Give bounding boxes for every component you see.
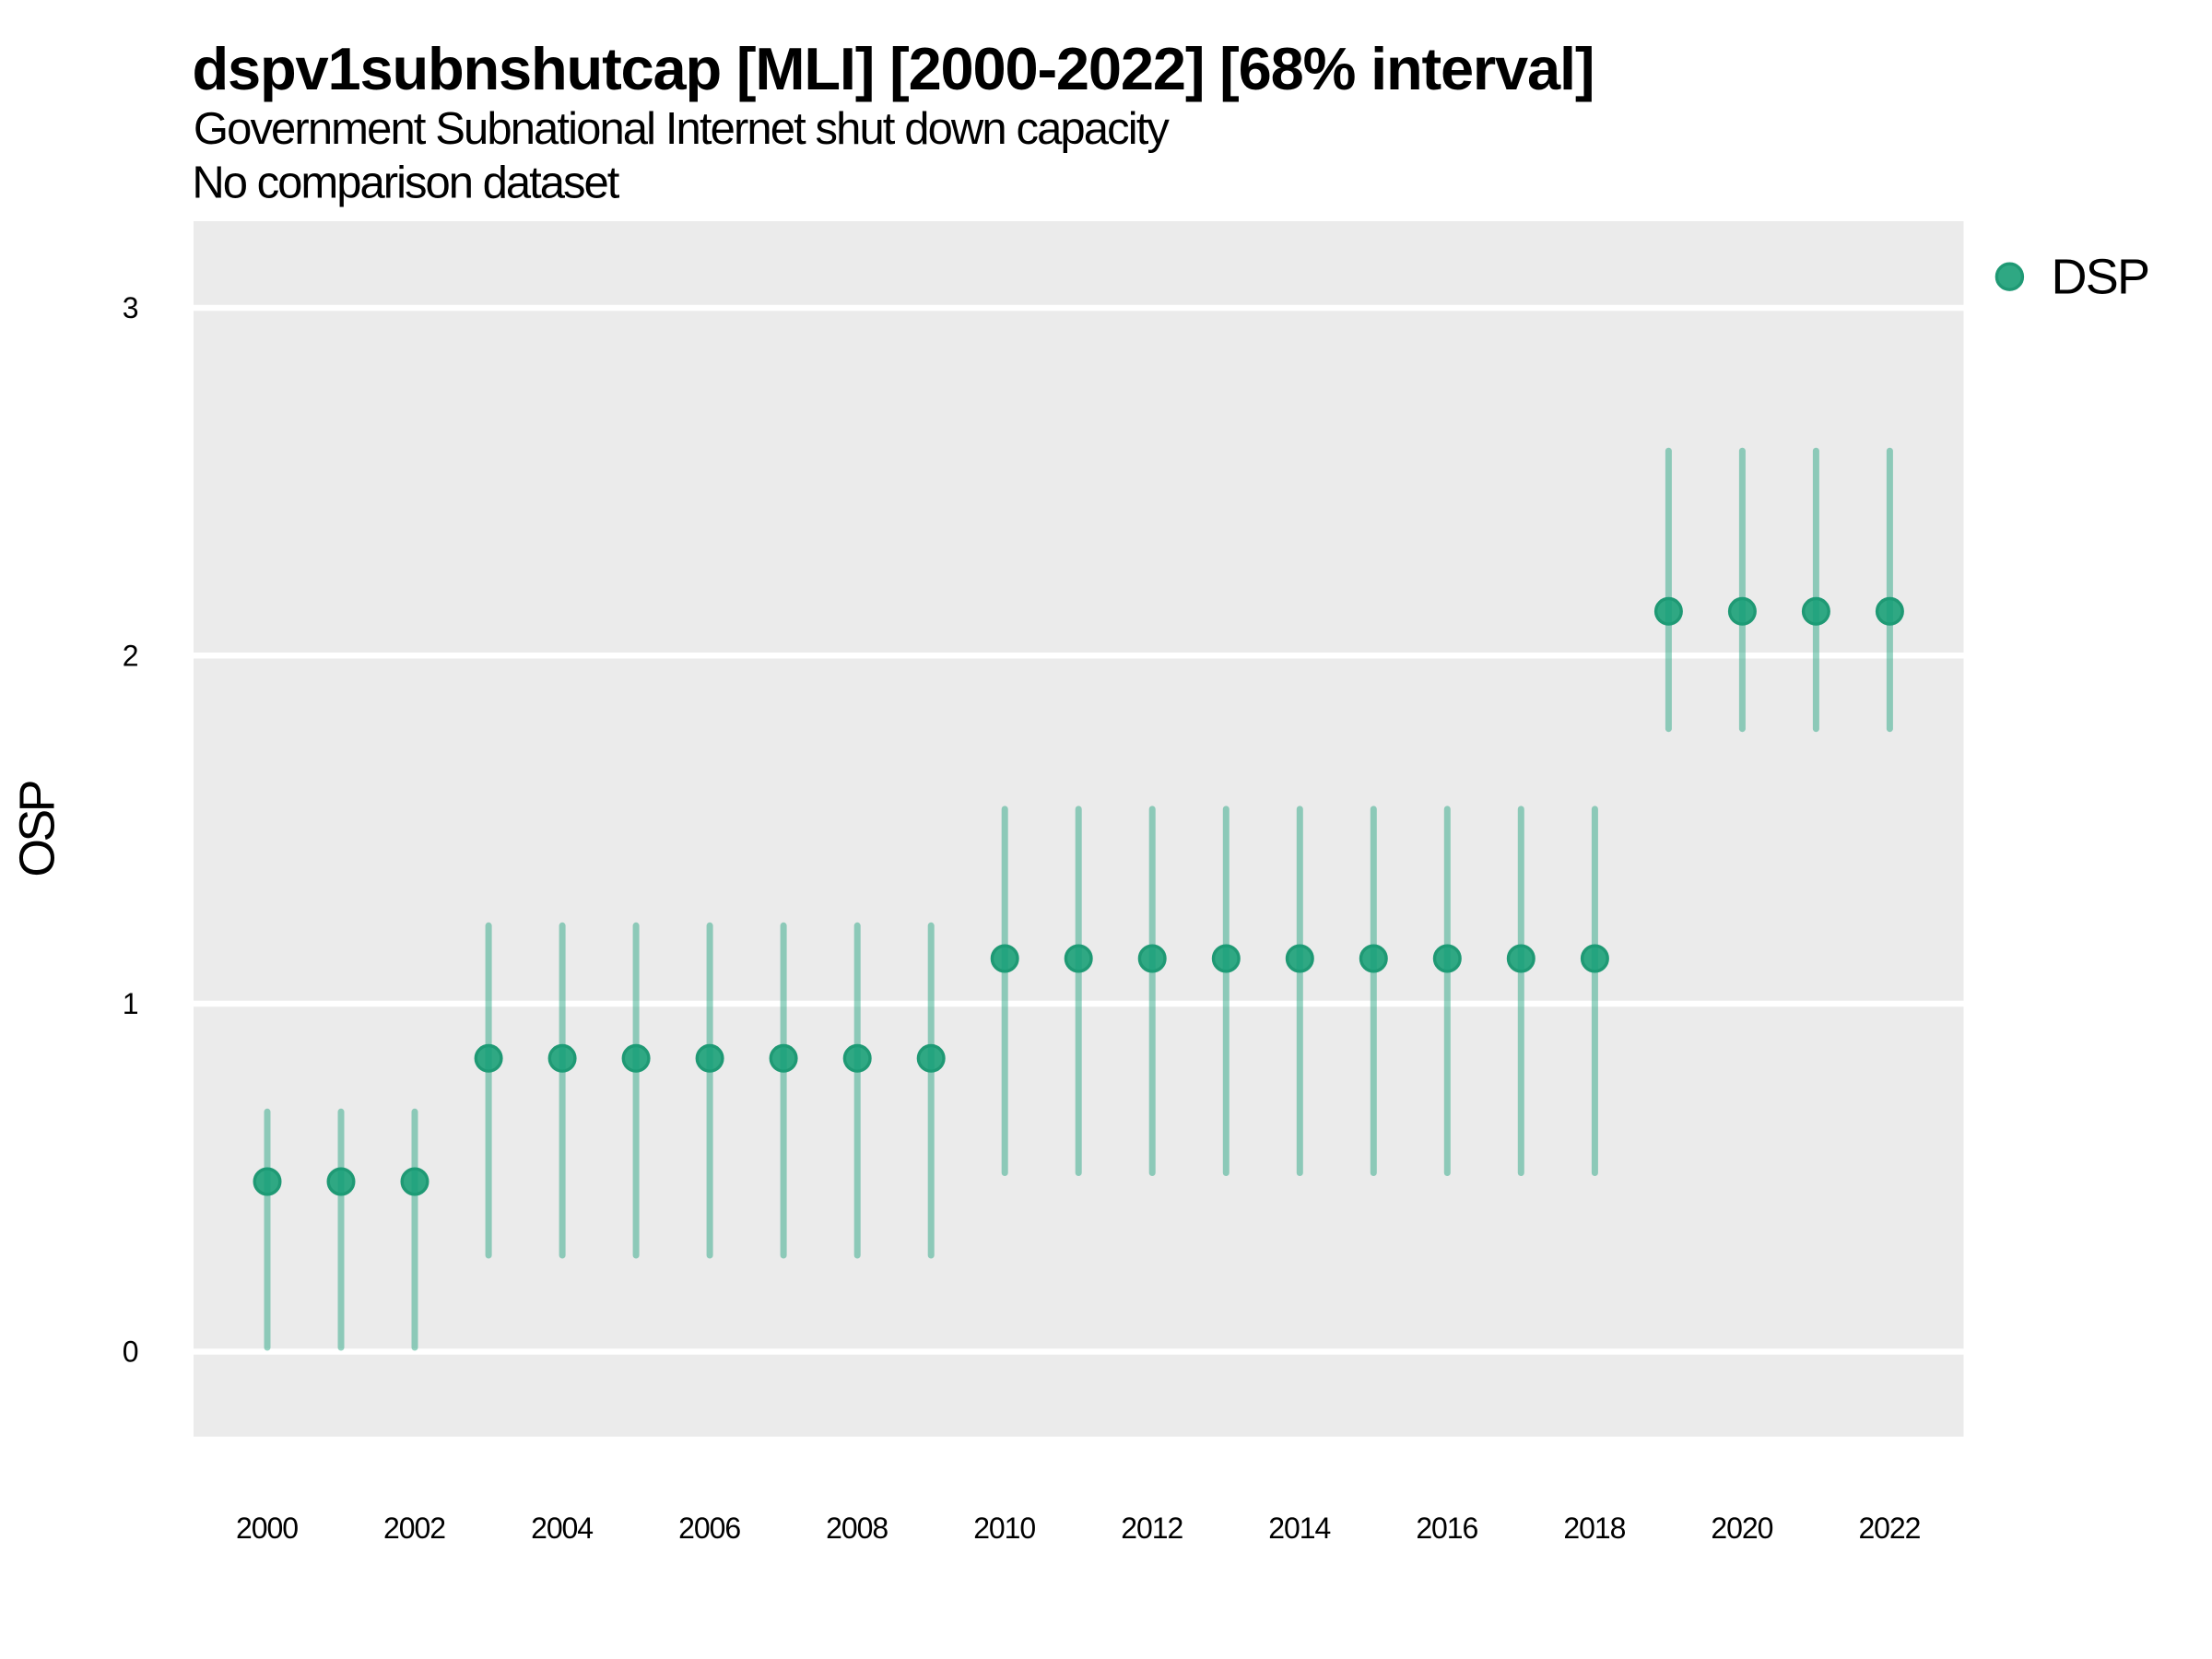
svg-text:2006: 2006 — [678, 1512, 741, 1545]
svg-text:2002: 2002 — [383, 1512, 446, 1545]
svg-text:Government Subnational Interne: Government Subnational Internet shut dow… — [194, 104, 1171, 154]
svg-text:2012: 2012 — [1121, 1512, 1183, 1545]
svg-text:No comparison dataset: No comparison dataset — [192, 158, 619, 207]
svg-text:0: 0 — [123, 1335, 139, 1369]
svg-text:2004: 2004 — [531, 1512, 594, 1545]
svg-text:2016: 2016 — [1416, 1512, 1478, 1545]
svg-text:dspv1subnshutcap [MLI] [2000-2: dspv1subnshutcap [MLI] [2000-2022] [68% … — [193, 35, 1595, 102]
svg-text:2: 2 — [123, 639, 139, 672]
svg-text:3: 3 — [123, 291, 139, 324]
svg-text:2014: 2014 — [1268, 1512, 1331, 1545]
svg-text:OSP: OSP — [10, 780, 65, 877]
svg-text:2020: 2020 — [1711, 1512, 1773, 1545]
svg-text:2010: 2010 — [973, 1512, 1036, 1545]
svg-text:2000: 2000 — [236, 1512, 299, 1545]
svg-text:2008: 2008 — [826, 1512, 888, 1545]
svg-text:2018: 2018 — [1563, 1512, 1626, 1545]
svg-text:DSP: DSP — [2052, 250, 2151, 305]
svg-text:2022: 2022 — [1858, 1512, 1921, 1545]
svg-text:1: 1 — [123, 987, 139, 1020]
